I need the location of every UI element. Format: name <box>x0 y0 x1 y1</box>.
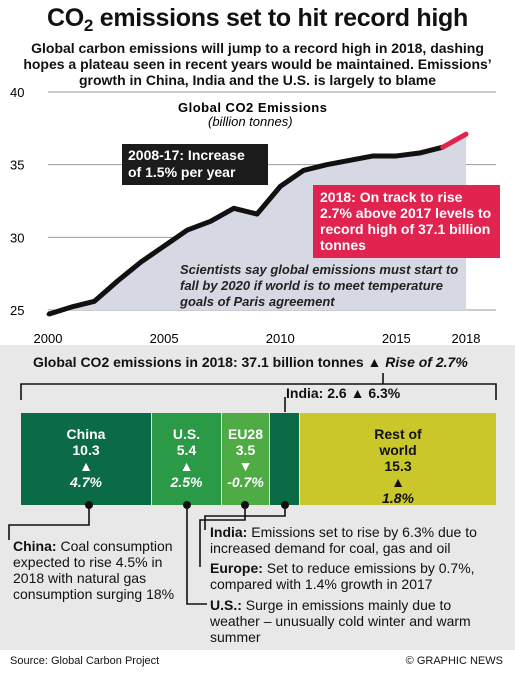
source-text: Source: Global Carbon Project <box>10 655 160 667</box>
data-point <box>371 154 375 158</box>
data-point <box>116 279 120 283</box>
note-us: U.S.: Surge in emissions mainly due to w… <box>210 597 471 645</box>
x-tick-label: 2010 <box>266 331 295 346</box>
arrow-up-icon: ▲ <box>79 458 93 474</box>
note-europe: Europe: Set to reduce emissions by 0.7%,… <box>210 560 475 592</box>
callout-2018: 2018: On track to rise 2.7% above 2017 l… <box>313 185 500 258</box>
chart-unit-label: (billion tonnes) <box>208 114 293 129</box>
y-tick-label: 25 <box>10 303 24 318</box>
data-point <box>255 212 259 216</box>
china-pointer <box>8 505 90 540</box>
breakdown-title: Global CO2 emissions in 2018: 37.1 billi… <box>33 354 364 370</box>
x-tick-label: 2005 <box>150 331 179 346</box>
data-point <box>301 168 305 172</box>
arrow-up-icon: ▲ <box>179 458 194 474</box>
note-china: China: Coal consumption expected to rise… <box>13 538 175 602</box>
projection-line <box>440 131 469 150</box>
data-point <box>162 244 166 248</box>
segment-change: 1.8% <box>382 490 414 506</box>
bar-segment-us: U.S. 5.4 ▲ 2.5% <box>152 413 221 505</box>
segment-label: U.S. <box>172 426 201 442</box>
headline: CO2 emissions set to hit record high <box>0 4 515 36</box>
arrow-up-icon: ▲ <box>391 474 405 490</box>
segment-label: Rest of world <box>374 426 422 458</box>
india-label: India: 2.6 ▲ 6.3% <box>286 385 401 401</box>
note-india: India: Emissions set to rise by 6.3% due… <box>210 524 477 556</box>
arrow-down-icon: ▼ <box>238 458 253 474</box>
segment-label: China <box>66 426 106 442</box>
segment-change: 2.5% <box>170 474 203 490</box>
data-point <box>464 132 468 136</box>
data-point <box>278 184 282 188</box>
bar-segment-rest-of-world: Rest of world 15.3 ▲ 1.8% <box>300 413 496 506</box>
x-tick-label: 2000 <box>34 331 63 346</box>
y-axis-ticks: 25 30 35 40 <box>10 85 24 318</box>
data-point <box>232 206 236 210</box>
segment-value: 5.4 <box>176 442 197 458</box>
x-tick-label: 2018 <box>452 331 481 346</box>
data-point <box>185 228 189 232</box>
bar-segment-china: China 10.3 ▲ 4.7% <box>21 413 151 505</box>
chart-title: Global CO2 Emissions <box>178 100 327 115</box>
breakdown-rise: ▲ Rise of 2.7% <box>367 354 468 370</box>
y-tick-label: 40 <box>10 85 24 100</box>
x-axis-ticks: 2000 2005 2010 2015 2018 <box>34 331 481 346</box>
standfirst: Global carbon emissions will jump to a r… <box>23 40 492 88</box>
y-tick-label: 30 <box>10 230 24 245</box>
data-point <box>92 299 96 303</box>
data-point <box>46 312 50 316</box>
data-point <box>418 151 422 155</box>
y-tick-label: 35 <box>10 158 24 173</box>
credit-text: © GRAPHIC NEWS <box>405 655 503 667</box>
data-point <box>69 305 73 309</box>
callout-2008-17: 2008-17: Increase of 1.5% per year <box>122 144 268 185</box>
data-points <box>46 132 468 316</box>
bar-segment-india <box>270 413 299 505</box>
total-bracket <box>20 383 497 400</box>
segment-change: -0.7% <box>227 474 264 490</box>
data-point <box>325 163 329 167</box>
footer: Source: Global Carbon Project © GRAPHIC … <box>0 651 515 673</box>
headline-text: CO2 emissions set to hit record high <box>47 4 468 35</box>
x-tick-label: 2015 <box>382 331 411 346</box>
segment-label: EU28 <box>227 426 264 442</box>
segment-change: 4.7% <box>70 474 102 490</box>
data-point <box>348 158 352 162</box>
data-point <box>209 219 213 223</box>
bar-segment-eu28: EU28 3.5 ▼ -0.7% <box>222 413 269 505</box>
segment-value: 15.3 <box>384 458 412 474</box>
data-point <box>139 260 143 264</box>
breakdown-heading: Global CO2 emissions in 2018: 37.1 billi… <box>33 354 468 370</box>
area-fill <box>48 134 466 315</box>
segment-value: 10.3 <box>72 442 100 458</box>
us-note-pointer <box>186 505 207 605</box>
segment-value: 3.5 <box>235 442 256 458</box>
data-point <box>394 154 398 158</box>
series-line <box>47 144 444 317</box>
eu-note-pointer <box>199 505 246 567</box>
scientists-note: Scientists say global emissions must sta… <box>180 262 459 309</box>
data-point <box>441 145 445 149</box>
